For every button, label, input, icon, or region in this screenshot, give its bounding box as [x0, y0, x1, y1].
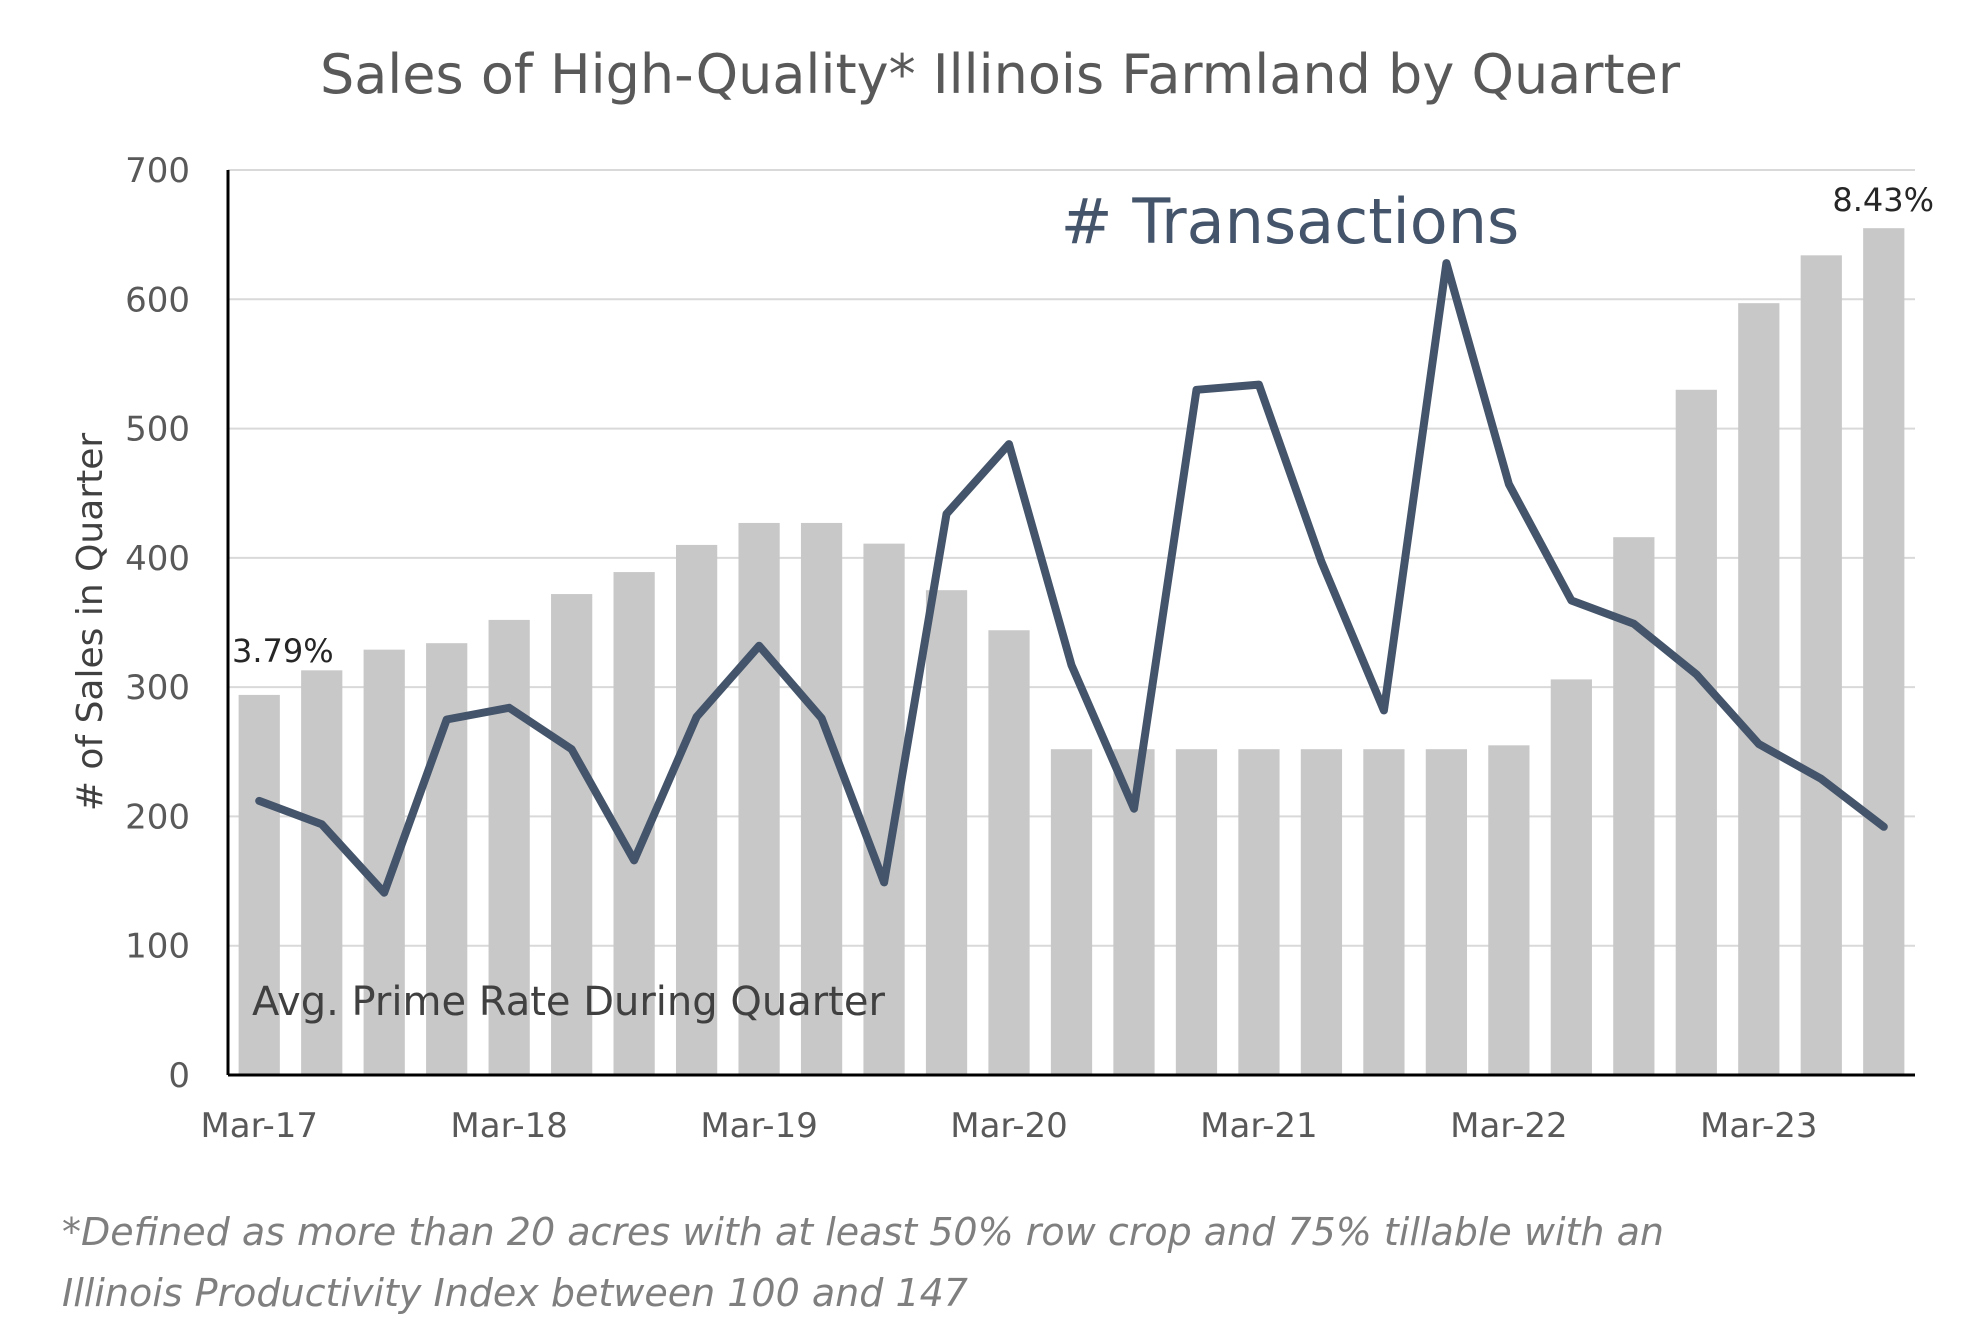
x-tick-label: Mar-22 [1450, 1106, 1568, 1146]
bar-Mar-17 [238, 694, 280, 1075]
y-tick-label: 700 [125, 151, 190, 191]
bar-Jun-22 [1550, 679, 1592, 1075]
bar-series-label: Avg. Prime Rate During Quarter [252, 979, 885, 1025]
bar-Dec-19 [925, 590, 968, 1075]
x-tick-label: Mar-19 [700, 1106, 818, 1146]
bar-Jun-21 [1300, 749, 1343, 1075]
y-tick-label: 100 [125, 927, 190, 967]
y-axis-label: # of Sales in Quarter [70, 433, 111, 812]
bar-Jun-17 [301, 670, 343, 1075]
bar-Mar-23 [1738, 303, 1780, 1075]
bar-Dec-21 [1425, 749, 1468, 1075]
footnote-line-2: Illinois Productivity Index between 100 … [62, 1271, 968, 1315]
bar-Dec-20 [1175, 749, 1218, 1075]
x-tick-label: Mar-23 [1700, 1106, 1818, 1146]
y-tick-label: 200 [125, 797, 190, 837]
chart-title: Sales of High-Quality* Illinois Farmland… [320, 43, 1681, 106]
x-tick-labels: Mar-17 Mar-18 Mar-19 Mar-20 Mar-21 Mar-22 Mar-… [200, 1106, 1817, 1146]
bar-Jun-18 [551, 594, 593, 1075]
bar-Mar-18 [488, 619, 530, 1075]
x-tick-label: Mar-18 [450, 1106, 568, 1146]
bar-Dec-18 [675, 544, 718, 1075]
bar-Mar-22 [1488, 745, 1530, 1075]
x-tick-label: Mar-17 [200, 1106, 318, 1146]
footnote-line-1: *Defined as more than 20 acres with at l… [62, 1210, 1664, 1254]
y-tick-label: 0 [168, 1056, 190, 1096]
transactions-line [255, 259, 1888, 897]
y-tick-label: 400 [125, 539, 190, 579]
y-tick-label: 500 [125, 410, 190, 450]
data-label-last-rate: 8.43% [1832, 181, 1934, 219]
y-tick-labels: 0 100 200 300 400 500 600 700 [125, 151, 190, 1096]
bar-Mar-19 [738, 522, 780, 1075]
bar-Mar-21 [1238, 749, 1280, 1075]
bar-Jun-19 [800, 522, 843, 1075]
bar-series [238, 228, 1905, 1076]
data-label-first-rate: 3.79% [232, 632, 334, 670]
y-tick-label: 300 [125, 668, 190, 708]
x-tick-label: Mar-20 [950, 1106, 1068, 1146]
x-tick-label: Mar-21 [1200, 1106, 1318, 1146]
line-series-label: # Transactions [1061, 185, 1520, 258]
bar-Sep-21 [1363, 749, 1405, 1075]
bar-Jun-23 [1800, 255, 1842, 1076]
bar-Mar-20 [988, 630, 1030, 1075]
bar-Dec-22 [1675, 389, 1717, 1075]
bar-Jun-20 [1050, 749, 1093, 1075]
bar-Sep-23 [1863, 228, 1905, 1075]
y-tick-label: 600 [125, 280, 190, 320]
